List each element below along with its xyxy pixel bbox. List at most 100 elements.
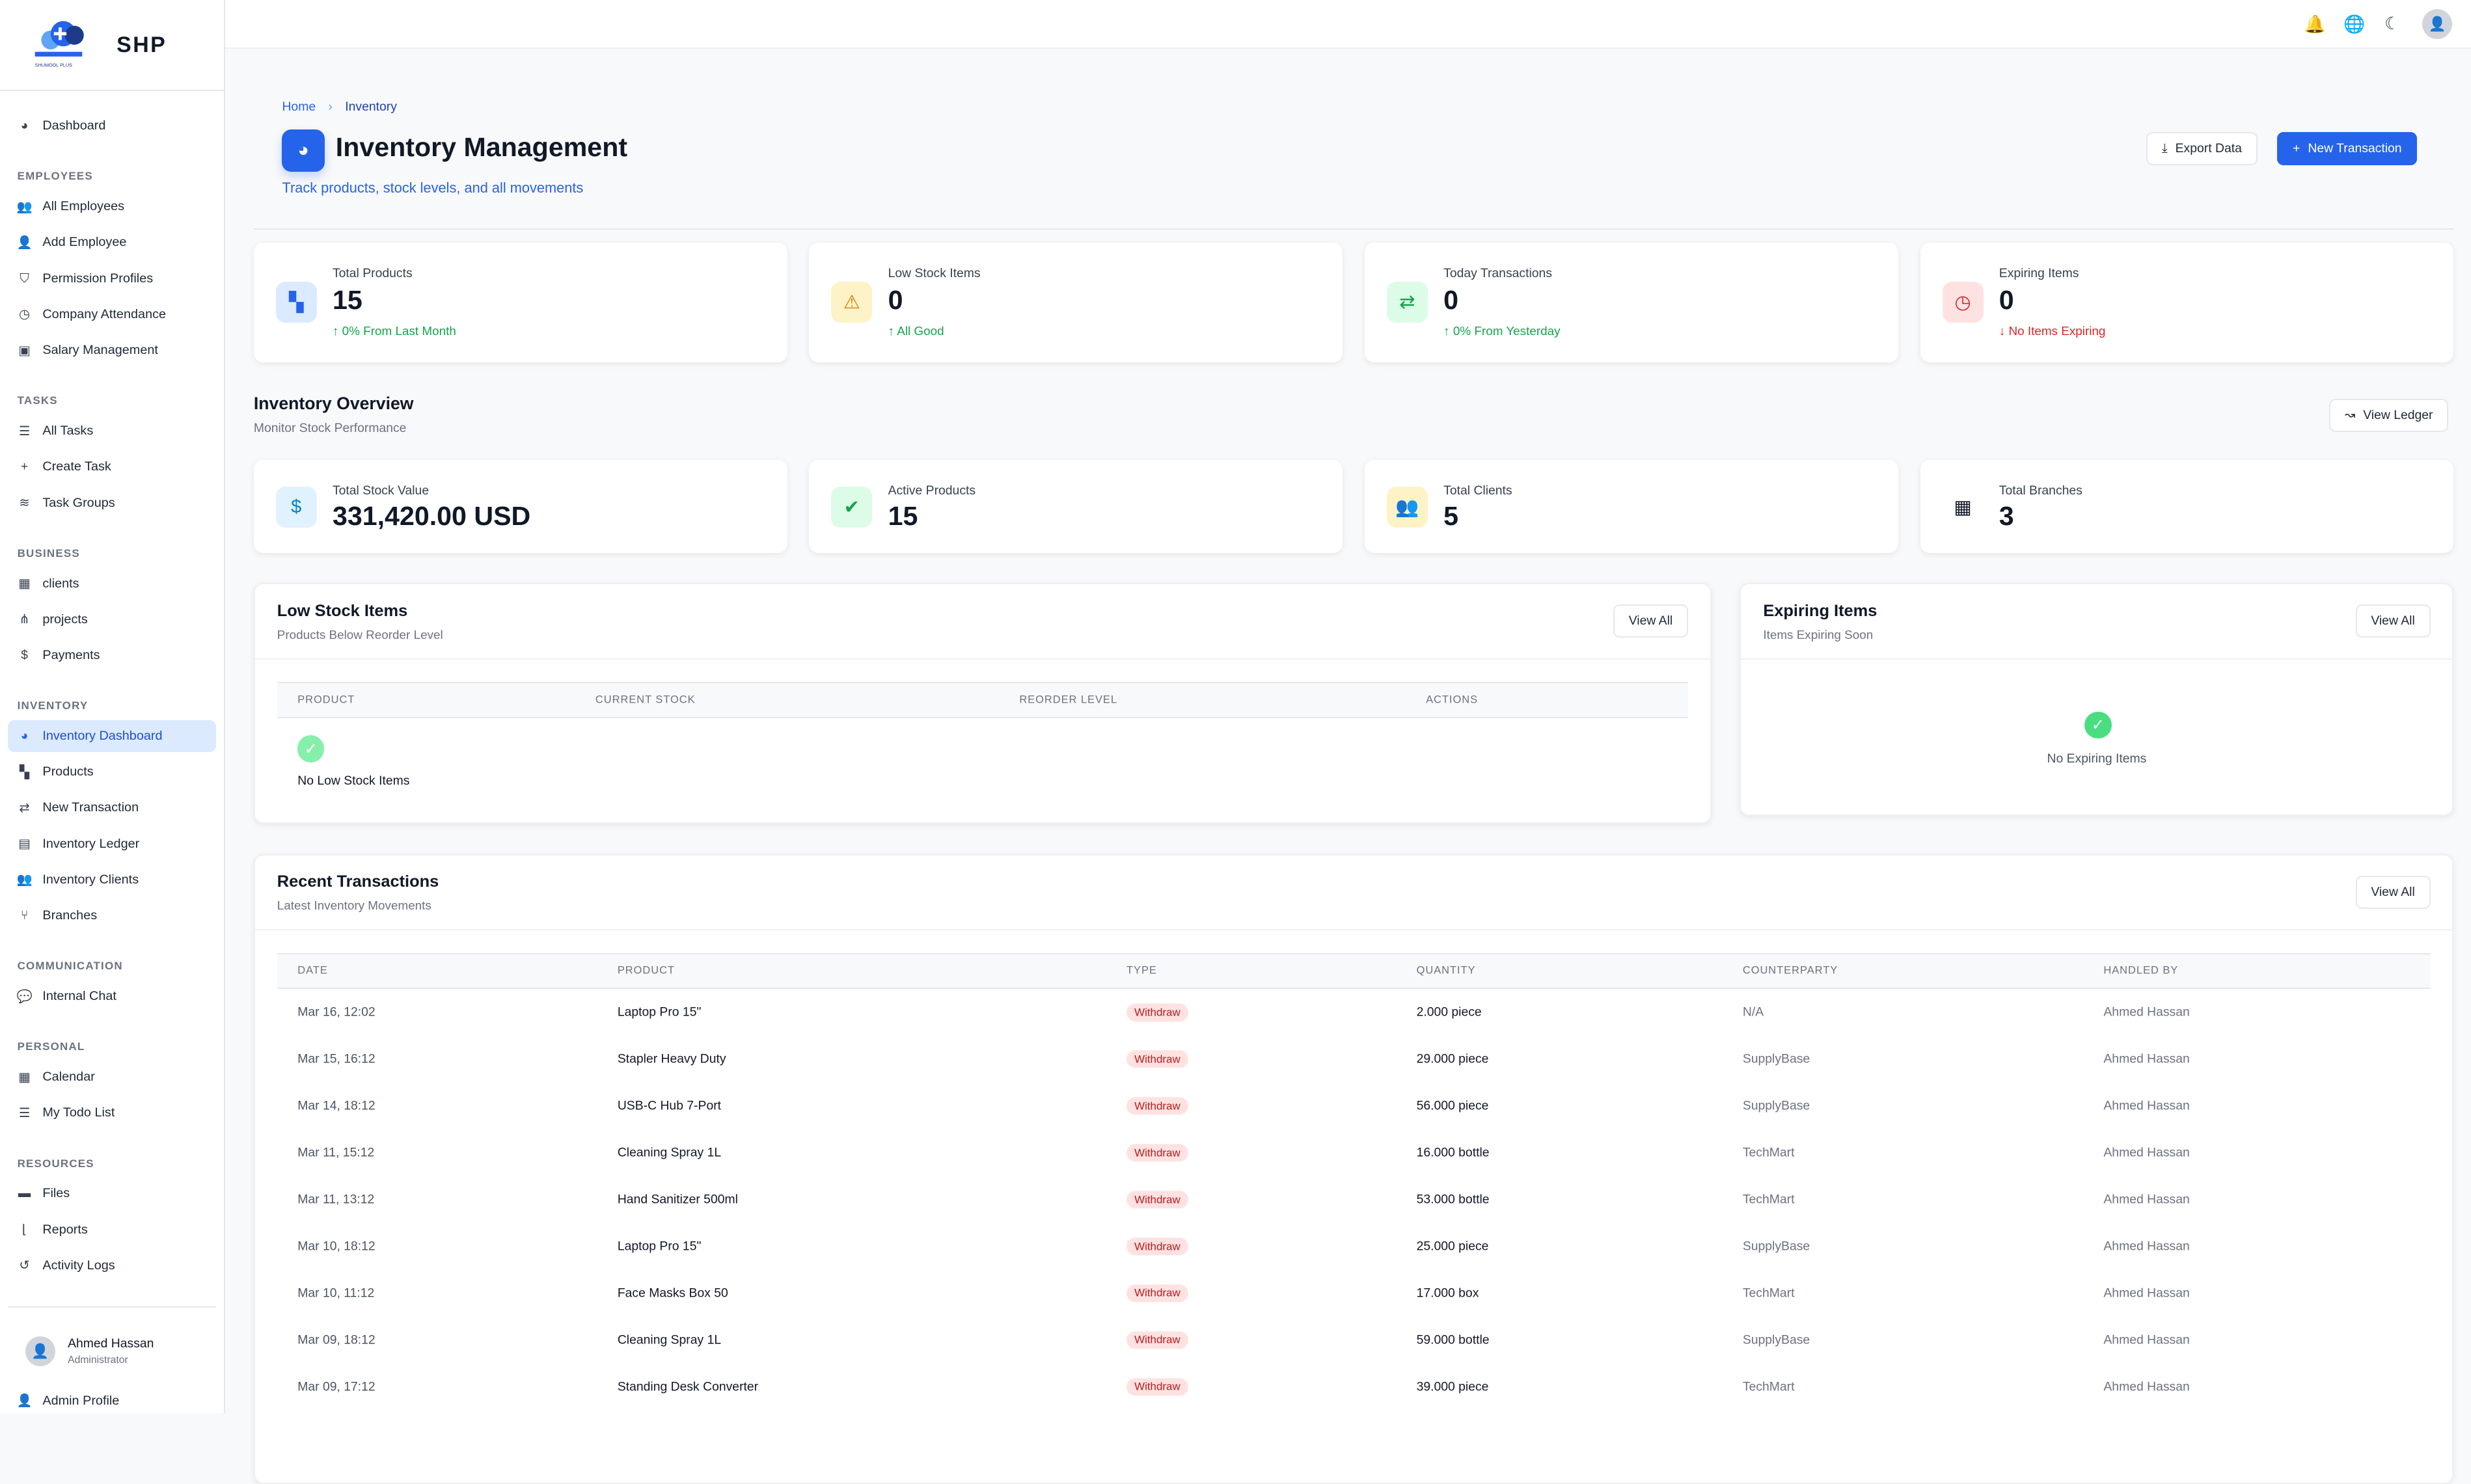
user-name: Ahmed Hassan [68,1336,154,1351]
col-header: HANDLED BY [2103,965,2178,977]
sidebar-item-label: Inventory Dashboard [42,729,162,744]
cell: 59.000 bottle [1417,1332,1490,1347]
sidebar-item-new-transaction[interactable]: ⇄New Transaction [8,792,216,824]
sidebar-item-label: Inventory Clients [42,872,139,887]
sitemap-icon: ⋔ [18,612,32,627]
cell: SupplyBase [1743,1052,1810,1067]
sidebar-item-all-employees[interactable]: 👥All Employees [8,191,216,223]
sidebar-item-clients[interactable]: ▦clients [8,568,216,599]
cell: Mar 10, 18:12 [297,1239,375,1254]
sidebar-item-inventory-ledger[interactable]: ▤Inventory Ledger [8,828,216,859]
sidebar-item-files[interactable]: ▬Files [8,1178,216,1209]
sidebar-item-activity-logs[interactable]: ↺Activity Logs [8,1250,216,1281]
sidebar-item-all-tasks[interactable]: ☰All Tasks [8,415,216,446]
type-badge: Withdraw [1126,1378,1188,1396]
plus-icon: + [2293,141,2300,156]
topbar: 🔔 🌐 ☾ 👤 [225,0,2471,49]
sidebar-item-calendar[interactable]: ▦Calendar [8,1061,216,1092]
stat-value: 0 [1443,285,1458,316]
stat-sub: No Items Expiring [2008,325,2105,338]
divider [255,658,1710,660]
stat-subtext: ↓ No Items Expiring [1999,325,2106,339]
new-transaction-button[interactable]: +New Transaction [2277,132,2417,165]
shumool-logo: SHUMOOL PLUS [29,20,95,70]
overview-label: Total Clients [1443,483,1512,498]
bell-icon[interactable]: 🔔 [2304,14,2323,34]
view-ledger-button[interactable]: ↝View Ledger [2329,399,2448,432]
sidebar-item-salary-management[interactable]: ▣Salary Management [8,334,216,366]
recent-view-all-button[interactable]: View All [2356,876,2431,909]
boxes-icon: ▚ [18,765,32,779]
cell: 56.000 piece [1417,1099,1489,1114]
low-stock-table-header: PRODUCT CURRENT STOCK REORDER LEVEL ACTI… [277,682,1688,718]
sidebar-item-branches[interactable]: ⑂Branches [8,900,216,931]
sidebar-item-dashboard[interactable]: ◕Dashboard [8,110,216,141]
sidebar-item-create-task[interactable]: +Create Task [8,452,216,483]
sidebar-item-label: Files [42,1186,70,1201]
col-header: PRODUCT [618,965,675,977]
sidebar-item-inventory-dashboard[interactable]: ◕Inventory Dashboard [8,720,216,751]
sidebar-item-my-todo-list[interactable]: ☰My Todo List [8,1098,216,1129]
globe-icon[interactable]: 🌐 [2343,14,2362,34]
cell: USB-C Hub 7-Port [618,1099,721,1114]
stat-label: Total Products [333,266,413,281]
sidebar-item-internal-chat[interactable]: 💬Internal Chat [8,980,216,1012]
cell: Laptop Pro 15" [618,1005,702,1020]
sidebar-item-projects[interactable]: ⋔projects [8,604,216,635]
breadcrumb-inventory: Inventory [345,100,397,115]
sidebar-item-reports[interactable]: ⌊Reports [8,1214,216,1245]
sidebar-item-payments[interactable]: $Payments [8,640,216,671]
sidebar-item-admin-profile[interactable]: 👤Admin Profile [8,1385,216,1413]
low-stock-panel: Low Stock Items Products Below Reorder L… [254,583,1712,824]
low-stock-view-all-button[interactable]: View All [1613,604,1688,638]
logo[interactable]: SHUMOOL PLUS SHP [0,0,224,91]
layers-icon: ≋ [18,496,32,510]
cell: Ahmed Hassan [2103,1239,2189,1254]
brand-name: SHP [116,33,167,58]
sidebar-item-task-groups[interactable]: ≋Task Groups [8,487,216,519]
sidebar-item-label: clients [42,576,79,591]
cell: Cleaning Spray 1L [618,1332,721,1347]
overview-value: 3 [1999,501,2014,532]
ledger-icon: ▤ [18,837,32,851]
expiring-view-all-button[interactable]: View All [2356,604,2431,638]
sidebar-item-add-employee[interactable]: 👤Add Employee [8,227,216,258]
sidebar-item-company-attendance[interactable]: ◷Company Attendance [8,299,216,330]
chevron-right-icon: › [328,100,332,115]
avatar-icon[interactable]: 👤 [2422,9,2452,39]
col-header: QUANTITY [1417,965,1476,977]
boxes-icon: ▚ [276,282,317,323]
sidebar-item-permission-profiles[interactable]: ⛉Permission Profiles [8,263,216,294]
sidebar-item-label: Company Attendance [42,307,166,322]
type-badge: Withdraw [1126,1284,1188,1302]
sidebar-item-products[interactable]: ▚ Products [8,757,216,788]
cell: Ahmed Hassan [2103,1379,2189,1394]
check-circle-icon: ✓ [297,735,324,762]
arrow-up-icon: ↑ [333,325,338,338]
breadcrumb-home[interactable]: Home [282,100,316,115]
sidebar-item-label: Products [42,764,93,779]
cell: Stapler Heavy Duty [618,1052,726,1067]
sidebar-item-inventory-clients[interactable]: 👥Inventory Clients [8,864,216,895]
cell: Ahmed Hassan [2103,1332,2189,1347]
overview-value: 5 [1443,501,1458,532]
sidebar-item-label: Add Employee [42,235,126,250]
col-current-stock: CURRENT STOCK [595,694,696,706]
moon-icon[interactable]: ☾ [2383,14,2402,34]
cell: N/A [1743,1005,1764,1020]
arrow-down-icon: ↓ [1999,325,2005,338]
sidebar-item-label: Calendar [42,1070,95,1085]
export-data-button[interactable]: ⤓Export Data [2146,132,2257,165]
sidebar-item-label: Dashboard [42,118,105,133]
